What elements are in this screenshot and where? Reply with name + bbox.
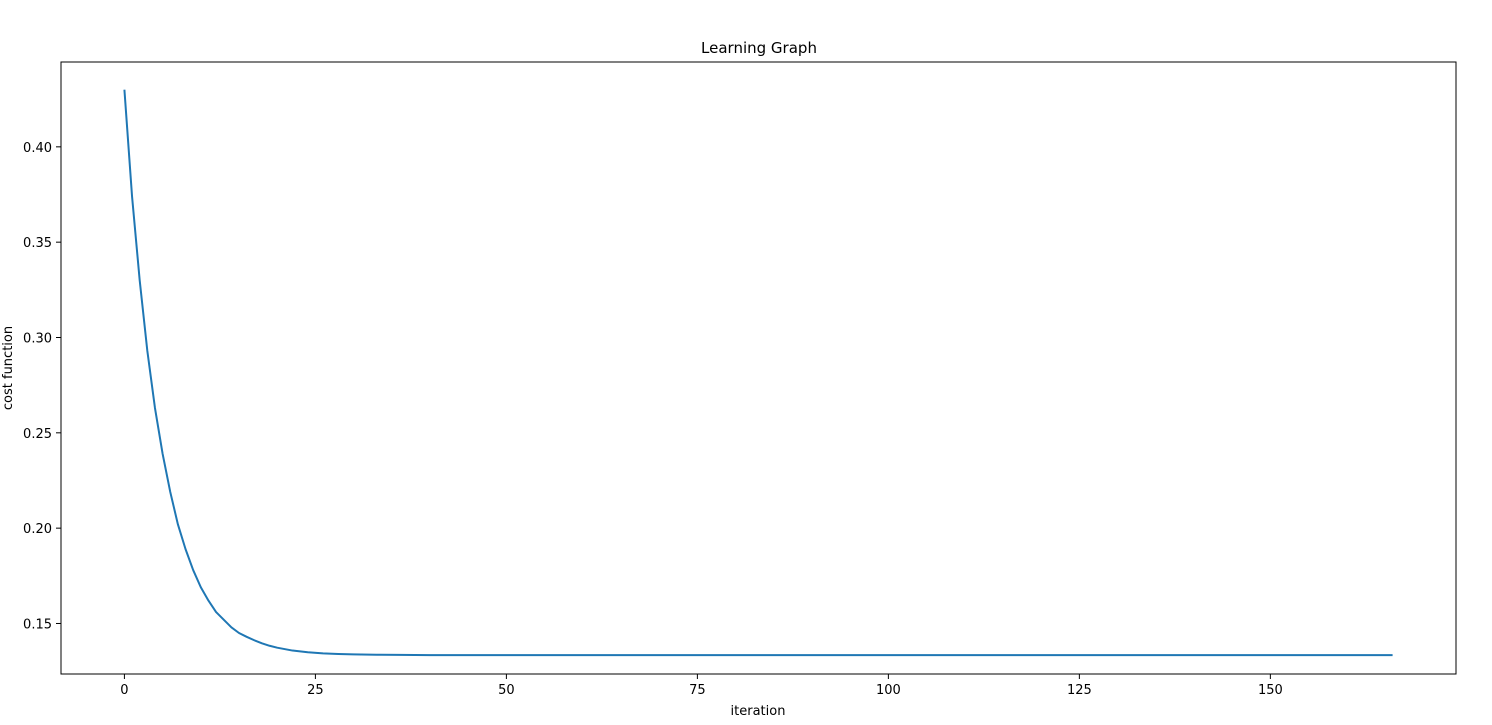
x-tick-label: 50 (498, 683, 515, 698)
x-axis-label: iteration (731, 704, 786, 719)
y-tick-label: 0.35 (23, 236, 52, 251)
y-tick-label: 0.40 (23, 141, 52, 156)
y-tick-label: 0.15 (23, 617, 52, 632)
x-tick-label: 25 (307, 683, 324, 698)
x-axis-ticks: 0 25 50 75 100 125 150 (120, 674, 1283, 698)
y-tick-label: 0.25 (23, 427, 52, 442)
chart-title: Learning Graph (701, 39, 817, 57)
plot-area-frame (60, 61, 1457, 675)
y-axis-ticks: 0.15 0.20 0.25 0.30 0.35 0.40 (23, 141, 61, 632)
x-tick-label: 100 (876, 683, 901, 698)
x-tick-label: 0 (120, 683, 128, 698)
y-tick-label: 0.30 (23, 331, 52, 346)
x-tick-label: 125 (1067, 683, 1092, 698)
x-tick-label: 150 (1258, 683, 1283, 698)
series-layer (123, 89, 1393, 657)
series-line-0 (123, 89, 1393, 657)
x-tick-label: 75 (689, 683, 706, 698)
y-axis-label: cost function (1, 326, 16, 410)
y-tick-label: 0.20 (23, 522, 52, 537)
